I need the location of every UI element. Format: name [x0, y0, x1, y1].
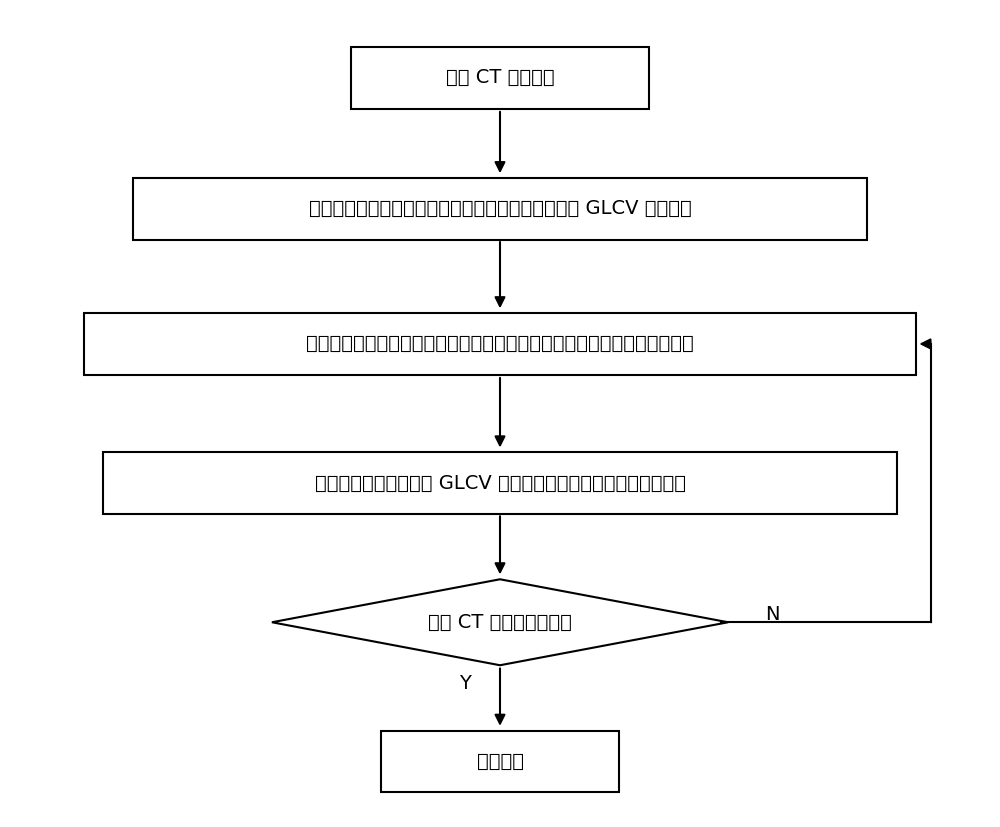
Polygon shape [272, 579, 728, 665]
Text: 判断 CT 序列是否处理完: 判断 CT 序列是否处理完 [428, 613, 572, 632]
Text: Y: Y [459, 674, 471, 693]
Bar [84, 313, 916, 375]
Text: 输入 CT 序列图像: 输入 CT 序列图像 [446, 69, 554, 88]
Text: 算法结束: 算法结束 [477, 752, 524, 771]
Text: N: N [765, 605, 780, 624]
Bar [351, 47, 649, 108]
Bar [103, 452, 897, 514]
Text: 手动划线圈出第一幅图像目标区域的初始轮廓，并用 GLCV 模型分割: 手动划线圈出第一幅图像目标区域的初始轮廓，并用 GLCV 模型分割 [309, 199, 691, 218]
Text: 基于该初始轮廓继续用 GLCV 模型对当前图像的目标区域进行分割: 基于该初始轮廓继续用 GLCV 模型对当前图像的目标区域进行分割 [315, 474, 686, 493]
Bar [133, 178, 867, 240]
Bar [381, 731, 619, 792]
Text: 将分割结果的目标轮廓进行区域生长后迁移到下一幅图像中作为其初始轮廓: 将分割结果的目标轮廓进行区域生长后迁移到下一幅图像中作为其初始轮廓 [306, 334, 694, 353]
